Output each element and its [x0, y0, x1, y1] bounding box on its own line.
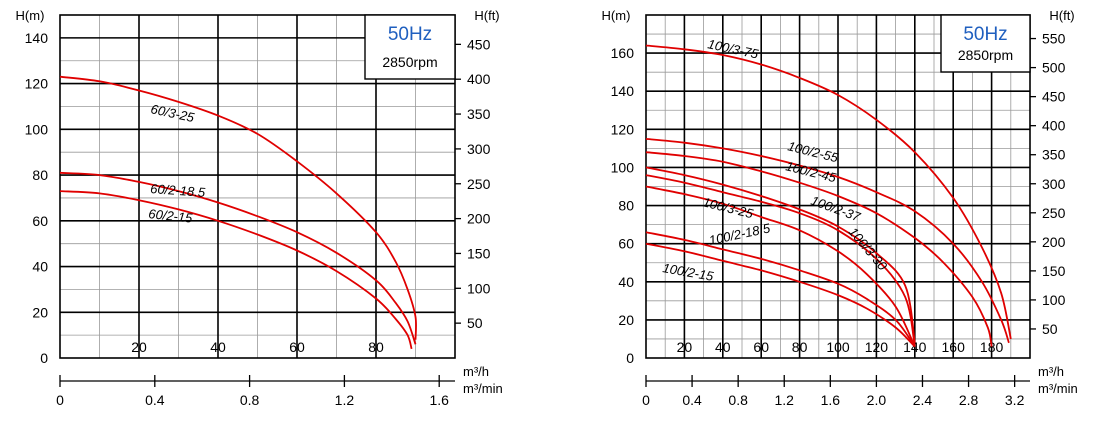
series-curve: [645, 138, 1010, 344]
x-axis-title-m3h: m³/h: [1038, 364, 1064, 379]
x-tick-label-m3h: 40: [210, 339, 226, 355]
y-right-tick-label: 250: [467, 176, 491, 192]
y-tick-label: 120: [25, 76, 49, 92]
x-tick-label-m3h: 80: [368, 339, 384, 355]
info-box: [364, 14, 456, 80]
y-tick-label: 140: [611, 83, 635, 99]
x-tick-label-m3h: 120: [865, 339, 889, 355]
y-right-tick-label: 150: [1042, 263, 1066, 279]
x-tick-label-m3h: 100: [826, 339, 850, 355]
x-tick-label-m3min: 3.2: [1005, 392, 1025, 408]
y-tick-label: 40: [32, 259, 48, 275]
y-tick-label: 0: [626, 350, 634, 366]
y-right-tick-label: 250: [1042, 205, 1066, 221]
y-right-tick-label: 300: [467, 141, 491, 157]
speed-label: 2850rpm: [382, 54, 437, 70]
y-right-tick-label: 400: [467, 71, 491, 87]
x-tick-label-m3h: 60: [289, 339, 305, 355]
series-label: 100/3-30: [846, 224, 891, 274]
y-tick-label: 100: [611, 159, 635, 175]
y-right-tick-label: 100: [467, 280, 491, 296]
y-tick-label: 100: [25, 121, 49, 137]
x-tick-label-m3min: 1.2: [775, 392, 795, 408]
y-axis-title-m: H(m): [602, 8, 631, 23]
x-tick-label-m3h: 160: [942, 339, 966, 355]
series-curve: [59, 190, 413, 350]
x-tick-label-m3min: 2.0: [867, 392, 887, 408]
y-right-tick-label: 200: [467, 211, 491, 227]
y-right-tick-label: 200: [1042, 234, 1066, 250]
x-tick-label-m3h: 20: [131, 339, 147, 355]
series-curve: [645, 185, 916, 347]
x-tick-label-m3min: 1.6: [429, 392, 449, 408]
y-tick-label: 120: [611, 121, 635, 137]
x-tick-label-m3min: 0.4: [145, 392, 165, 408]
y-tick-label: 20: [32, 304, 48, 320]
y-tick-label: 60: [618, 236, 634, 252]
x-tick-label-m3h: 20: [677, 339, 693, 355]
y-tick-label: 0: [40, 350, 48, 366]
series-curve: [645, 242, 916, 348]
y-right-tick-label: 550: [1042, 31, 1066, 47]
frequency-label: 50Hz: [963, 24, 1007, 45]
x-tick-label-m3min: 2.4: [913, 392, 933, 408]
y-right-tick-label: 50: [1042, 321, 1058, 337]
y-tick-label: 140: [25, 30, 49, 46]
series-curve: [645, 231, 916, 348]
series-curve: [645, 151, 993, 347]
x-tick-label-m3min: 1.6: [821, 392, 841, 408]
y-right-tick-label: 350: [1042, 147, 1066, 163]
x-tick-label-m3min: 2.8: [959, 392, 979, 408]
x-axis-title-m3h: m³/h: [463, 364, 489, 379]
x-tick-label-m3h: 60: [753, 339, 769, 355]
series-label: 100/2-15: [661, 260, 715, 284]
series-curve: [59, 171, 417, 345]
pump-chart-right: 0204060801001201401605010015020025030035…: [602, 8, 1078, 408]
x-tick-label-m3h: 180: [980, 339, 1004, 355]
y-axis-title-ft: H(ft): [1049, 8, 1074, 23]
info-box: [940, 14, 1031, 73]
x-tick-label-m3min: 1.2: [335, 392, 355, 408]
y-tick-label: 20: [618, 312, 634, 328]
y-right-tick-label: 50: [467, 315, 483, 331]
y-tick-label: 160: [611, 45, 635, 61]
y-tick-label: 40: [618, 274, 634, 290]
frequency-label: 50Hz: [388, 24, 432, 45]
speed-label: 2850rpm: [958, 47, 1013, 63]
y-tick-label: 60: [32, 213, 48, 229]
y-right-tick-label: 450: [467, 36, 491, 52]
y-right-tick-label: 400: [1042, 118, 1066, 134]
x-tick-label-m3h: 80: [792, 339, 808, 355]
series-curve: [645, 174, 916, 347]
y-right-tick-label: 300: [1042, 176, 1066, 192]
x-tick-label-m3h: 140: [903, 339, 927, 355]
y-tick-label: 80: [618, 198, 634, 214]
x-tick-label-m3min: 0: [642, 392, 650, 408]
x-axis-title-m3min: m³/min: [1038, 381, 1078, 396]
y-tick-label: 80: [32, 167, 48, 183]
y-right-tick-label: 450: [1042, 89, 1066, 105]
y-axis-title-ft: H(ft): [474, 8, 499, 23]
series-label: 60/2-18.5: [150, 181, 207, 200]
x-tick-label-m3h: 40: [715, 339, 731, 355]
y-right-tick-label: 150: [467, 245, 491, 261]
y-right-tick-label: 350: [467, 106, 491, 122]
x-axis-title-m3min: m³/min: [463, 381, 503, 396]
series-curve: [645, 166, 916, 343]
series-curve: [645, 44, 1012, 340]
y-right-tick-label: 500: [1042, 60, 1066, 76]
series-label: 60/2-15: [148, 206, 194, 226]
x-tick-label-m3min: 0.4: [682, 392, 702, 408]
y-axis-title-m: H(m): [16, 8, 45, 23]
pump-chart-left: 0204060801001201405010015020025030035040…: [16, 8, 503, 408]
x-tick-label-m3min: 0.8: [240, 392, 260, 408]
x-tick-label-m3min: 0: [56, 392, 64, 408]
y-right-tick-label: 100: [1042, 292, 1066, 308]
x-tick-label-m3min: 0.8: [728, 392, 748, 408]
plot-frame: [59, 14, 456, 359]
series-curve: [59, 75, 417, 340]
